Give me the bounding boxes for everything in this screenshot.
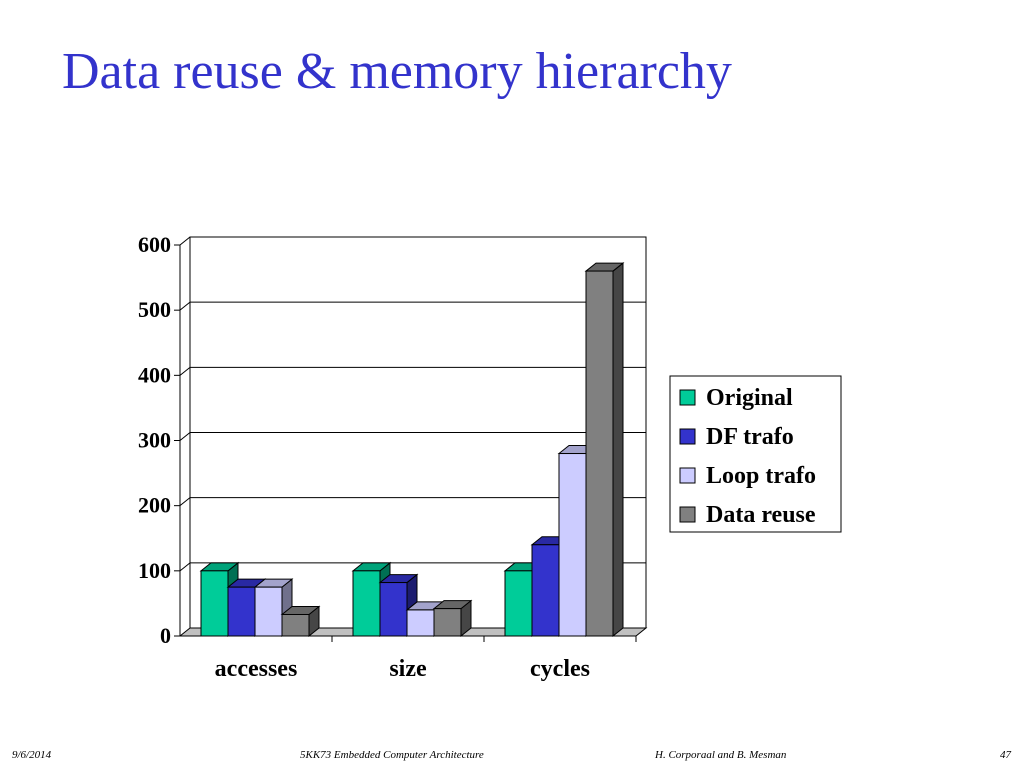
bar: [558, 453, 587, 637]
y-tick-label: 400: [138, 362, 171, 387]
bar: [281, 613, 310, 637]
legend-swatch: [679, 428, 696, 445]
y-tick-label: 300: [138, 428, 171, 453]
footer-page-number: 47: [1000, 749, 1011, 761]
bar: [254, 586, 283, 637]
bar: [406, 609, 435, 637]
bar: [200, 570, 229, 637]
x-tick-label: cycles: [530, 656, 590, 682]
y-tick-label: 600: [138, 232, 171, 257]
legend-swatch: [679, 467, 696, 484]
gridline-side: [179, 497, 191, 507]
gridline-side: [179, 301, 191, 311]
bar: [504, 570, 533, 637]
bar-side: [612, 262, 624, 638]
legend-box: [669, 375, 842, 533]
legend-label: DF trafo: [706, 424, 794, 450]
legend-label: Loop trafo: [706, 463, 816, 489]
chart-labels: 0 100 200 300 400 500 600 accesses size cycles: [138, 232, 590, 682]
x-tick-label: size: [389, 656, 427, 682]
bar: [352, 570, 381, 637]
footer-authors: H. Corporaal and B. Mesman: [655, 749, 787, 761]
x-tick-label: accesses: [215, 656, 298, 682]
legend-swatch: [679, 506, 696, 523]
y-tick-label: 200: [138, 493, 171, 518]
footer-course: 5KK73 Embedded Computer Architecture: [300, 749, 484, 761]
y-tick-label: 100: [138, 558, 171, 583]
footer-date: 9/6/2014: [12, 749, 52, 761]
bar: [585, 270, 614, 637]
chart-bars: [199, 262, 625, 638]
gridline-side: [179, 562, 191, 572]
legend-label: Original: [706, 385, 793, 411]
gridline-side: [179, 366, 191, 376]
gridline-side: [179, 432, 191, 441]
chart-legend: Original DF trafo Loop trafo Data reuse: [669, 375, 842, 533]
bar: [531, 544, 560, 637]
bar: [379, 582, 408, 637]
bar: [433, 608, 462, 637]
legend-label: Data reuse: [706, 502, 816, 528]
bar: [227, 586, 256, 637]
slide-title: Data reuse & memory hierarchy: [62, 43, 732, 100]
gridline-side: [179, 236, 191, 246]
y-tick-label: 500: [138, 297, 171, 322]
legend-swatch: [679, 389, 696, 406]
y-tick-label: 0: [160, 623, 171, 648]
